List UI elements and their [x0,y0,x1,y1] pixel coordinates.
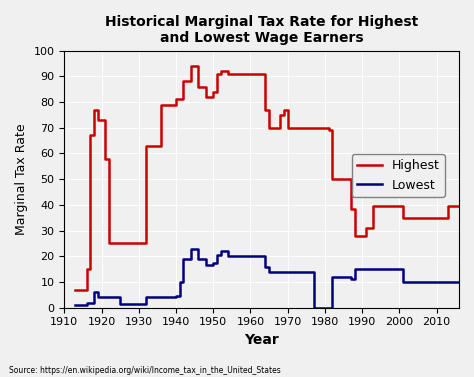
Lowest [456,280,462,284]
Lowest [188,246,194,251]
Highest [91,107,97,112]
Text: Source: https://en.wikipedia.org/wiki/Income_tax_in_the_United_States: Source: https://en.wikipedia.org/wiki/In… [9,366,281,375]
X-axis label: Year: Year [244,333,279,347]
Lowest [210,261,216,265]
Title: Historical Marginal Tax Rate for Highest
and Lowest Wage Earners: Historical Marginal Tax Rate for Highest… [105,15,418,45]
Highest [73,287,78,292]
Lowest [311,305,317,310]
Highest [329,128,335,132]
Lowest [456,280,462,284]
Highest [401,204,406,208]
Y-axis label: Marginal Tax Rate: Marginal Tax Rate [15,123,28,235]
Highest [348,206,354,211]
Highest [348,177,354,181]
Legend: Highest, Lowest: Highest, Lowest [352,155,445,197]
Line: Highest: Highest [75,66,459,290]
Lowest [329,305,335,310]
Lowest [73,303,78,307]
Highest [188,64,194,68]
Lowest [173,295,179,300]
Line: Lowest: Lowest [75,248,459,308]
Lowest [177,294,182,299]
Highest [352,233,357,238]
Lowest [214,253,220,257]
Highest [456,204,462,208]
